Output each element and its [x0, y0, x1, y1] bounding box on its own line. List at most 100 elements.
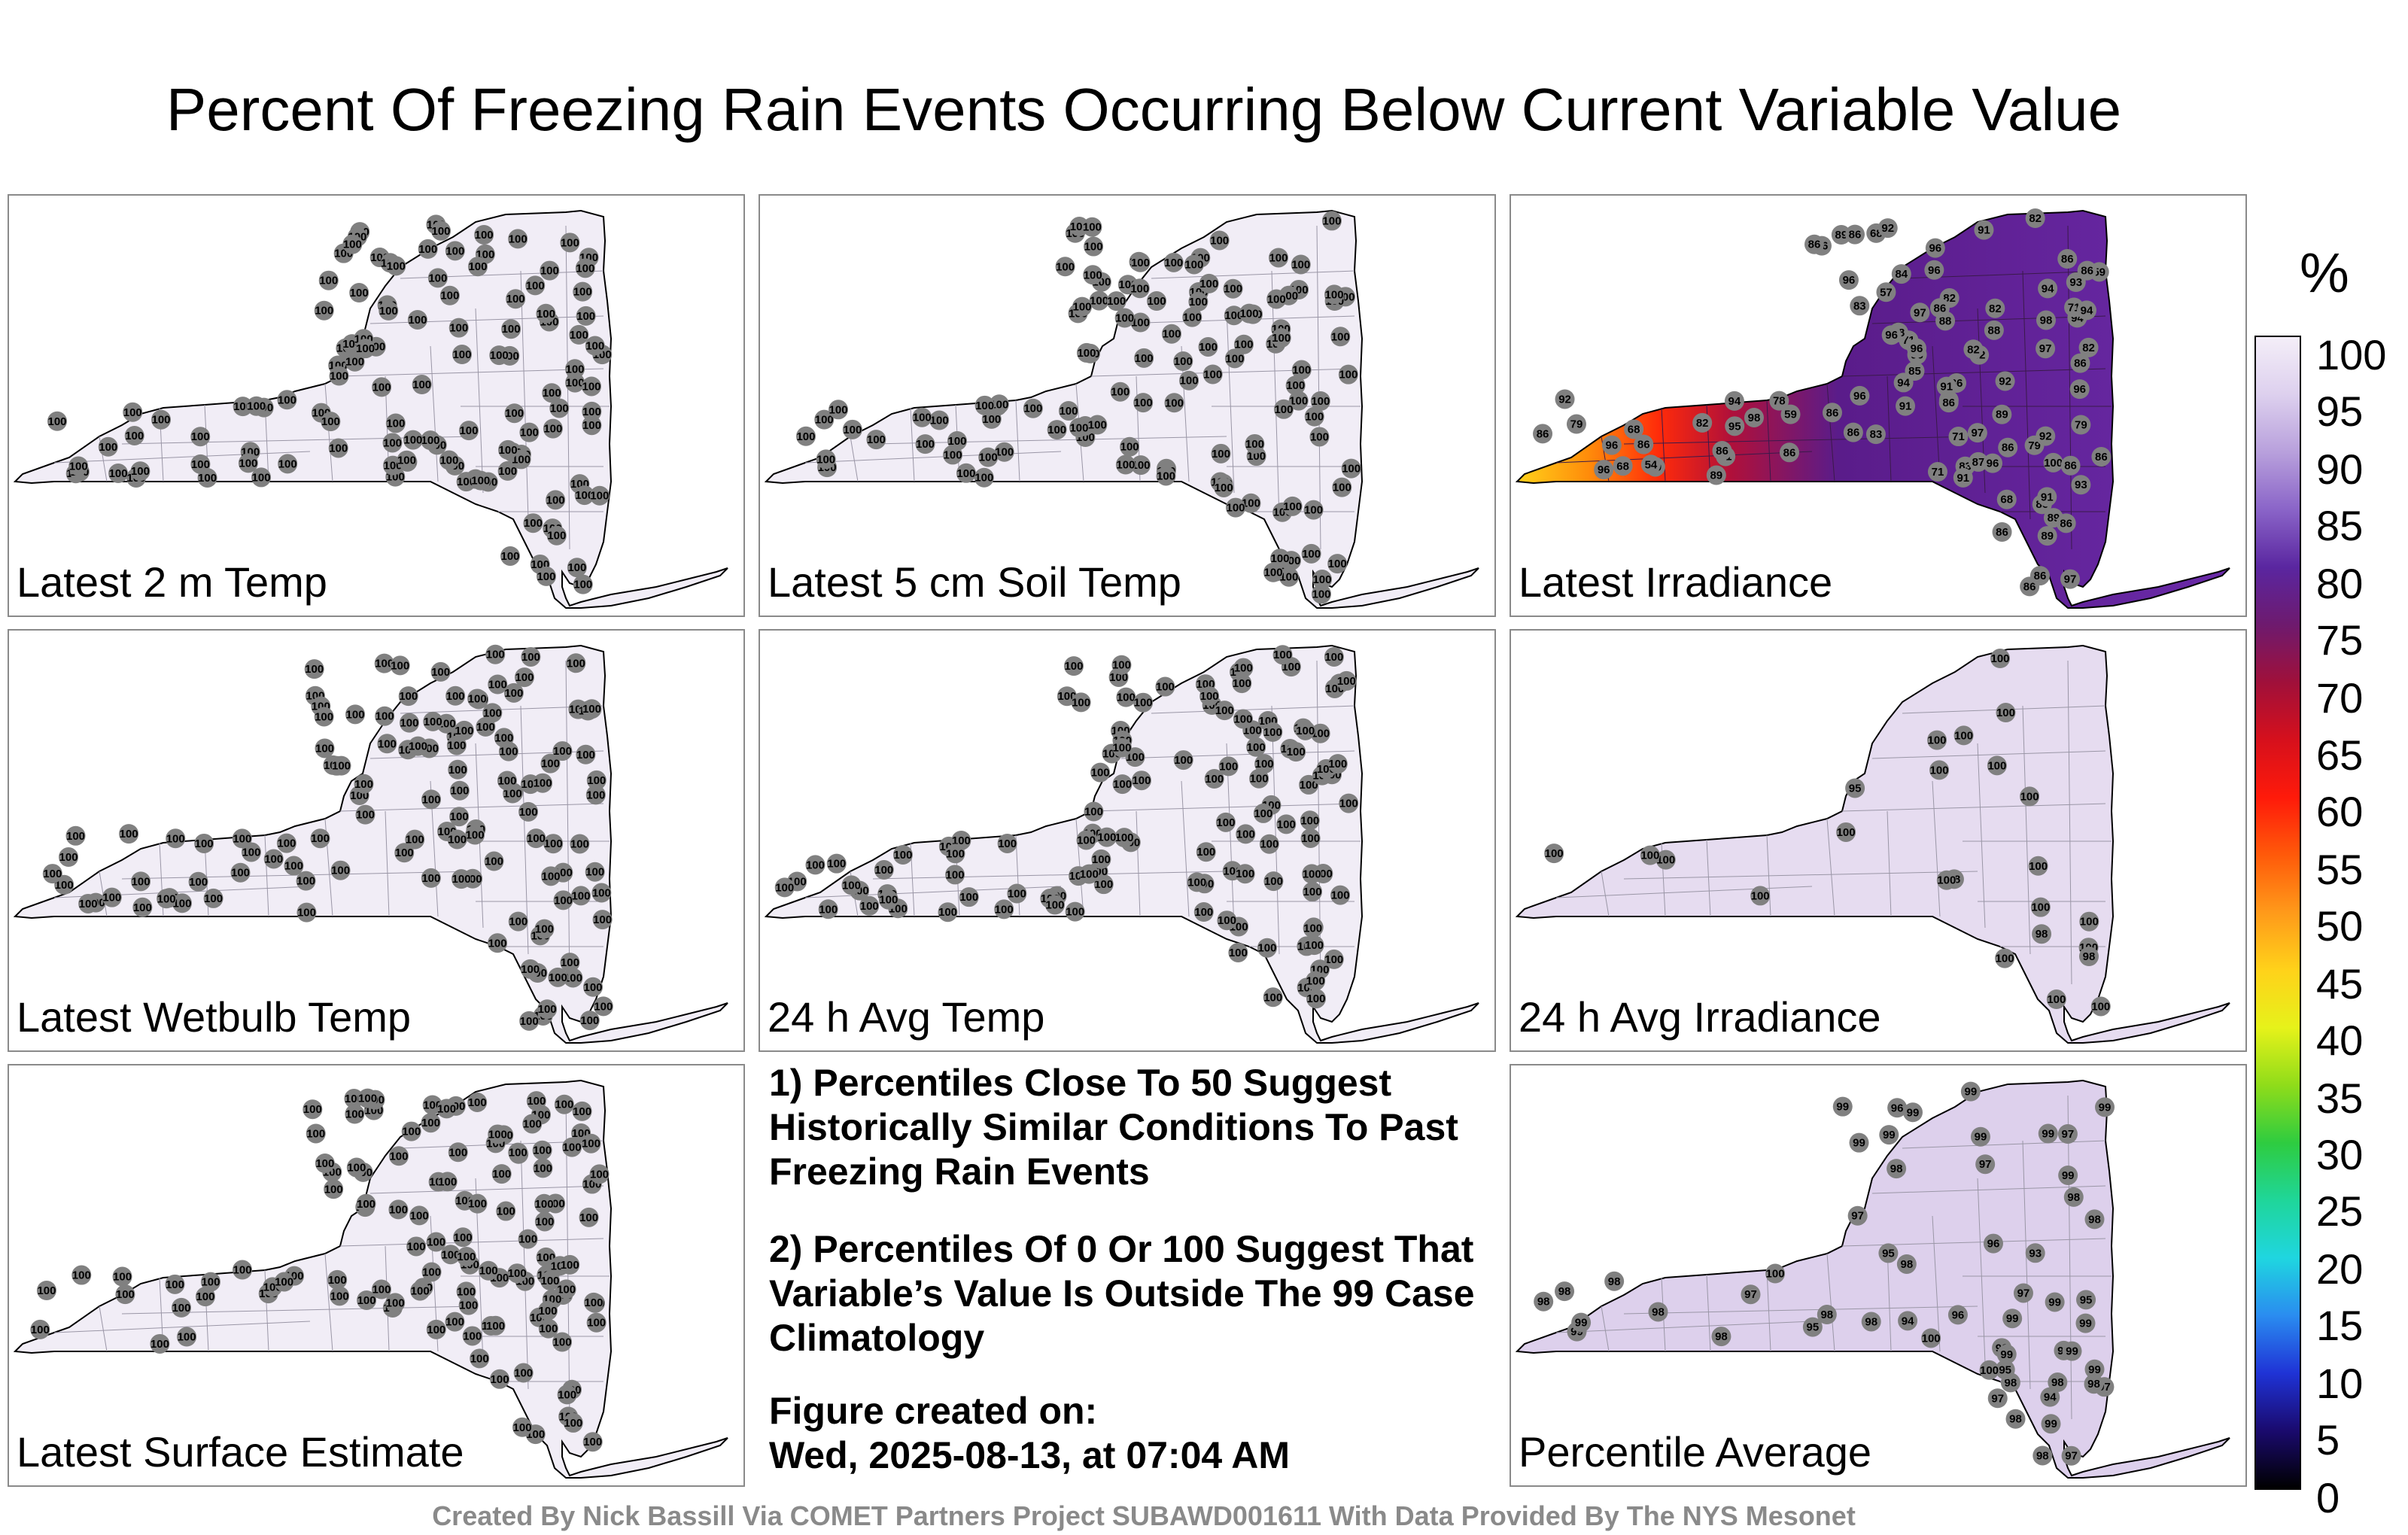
station-value: 82	[2029, 212, 2042, 225]
station-value: 100	[576, 262, 594, 275]
station-marker: 100	[1233, 709, 1253, 729]
station-marker: 100	[328, 438, 348, 458]
station-value: 100	[306, 1127, 325, 1140]
station-value: 100	[1131, 317, 1150, 330]
station-value: 100	[561, 956, 579, 969]
station-marker: 100	[878, 889, 898, 910]
station-marker: 100	[157, 889, 177, 909]
station-marker: 100	[1114, 308, 1135, 328]
station-value: 98	[1865, 1315, 1877, 1328]
county-line	[804, 451, 1062, 464]
station-marker: 100	[1076, 342, 1096, 363]
station-value: 99	[2006, 1312, 2019, 1325]
figure-created-date: Wed, 2025-08-13, at 07:04 AM	[769, 1434, 1290, 1476]
station-value: 98	[1608, 1275, 1621, 1288]
county-line	[53, 451, 311, 464]
station-marker: 100	[453, 1227, 473, 1248]
station-value: 100	[1339, 798, 1358, 810]
station-marker: 100	[956, 463, 976, 483]
station-value: 97	[2062, 1128, 2075, 1141]
station-marker: 100	[418, 239, 438, 259]
station-marker: 99	[2075, 1313, 2096, 1333]
station-marker: 100	[47, 411, 68, 431]
station-marker: 100	[565, 359, 585, 379]
station-value: 100	[573, 1105, 591, 1118]
county-line	[2067, 1095, 2072, 1420]
station-marker: 100	[1327, 754, 1348, 774]
station-value: 100	[534, 1162, 552, 1175]
station-value: 99	[2099, 1101, 2112, 1114]
station-value: 100	[1766, 1268, 1785, 1281]
station-marker: 98	[2084, 1374, 2104, 1394]
station-value: 100	[1112, 742, 1131, 755]
station-marker: 100	[1164, 393, 1184, 413]
station-marker: 100	[541, 866, 561, 886]
county-line	[520, 1140, 529, 1390]
station-value: 100	[1225, 352, 1244, 365]
station-value: 93	[2029, 1247, 2042, 1260]
station-value: 88	[1939, 315, 1952, 327]
station-value: 100	[815, 414, 834, 427]
station-marker: 100	[375, 706, 395, 726]
station-marker: 100	[426, 1232, 446, 1252]
station-value: 89	[1710, 470, 1722, 482]
station-value: 100	[829, 403, 848, 416]
station-value: 100	[475, 229, 494, 242]
station-value: 96	[1952, 1309, 1965, 1321]
station-value: 100	[513, 1421, 532, 1434]
station-value: 100	[583, 1436, 602, 1448]
station-value: 100	[1337, 675, 1356, 688]
station-marker: 100	[543, 418, 563, 439]
station-value: 86	[2074, 357, 2087, 370]
station-marker: 100	[814, 409, 835, 430]
station-value: 98	[2088, 1213, 2101, 1226]
station-marker: 96	[1594, 460, 1614, 480]
station-marker: 100	[1987, 755, 2007, 776]
station-marker: 98	[1604, 1271, 1625, 1291]
station-value: 100	[486, 649, 505, 661]
station-marker: 100	[1079, 864, 1099, 884]
station-value: 100	[157, 892, 176, 905]
station-marker: 100	[385, 1293, 406, 1313]
station-marker: 94	[1724, 391, 1744, 411]
station-marker: 96	[1906, 338, 1926, 358]
station-value: 98	[1715, 1330, 1728, 1343]
station-marker: 100	[572, 1101, 592, 1121]
station-value: 100	[1199, 278, 1218, 290]
ny-map: 100 100 100 100 100 100 100 100 100 100 100 100 100 1…	[764, 644, 1479, 1044]
station-value: 100	[410, 1209, 429, 1222]
station-marker: 100	[346, 1157, 366, 1178]
station-value: 100	[448, 1146, 467, 1159]
station-value: 100	[557, 1283, 576, 1296]
station-value: 100	[539, 1323, 558, 1336]
station-marker: 95	[1845, 778, 1865, 798]
station-value: 100	[504, 687, 523, 700]
station-marker: 98	[2063, 1187, 2084, 1207]
station-value: 100	[1303, 868, 1321, 880]
station-marker: 91	[1896, 396, 1916, 416]
station-value: 100	[296, 875, 315, 888]
station-value: 100	[446, 690, 465, 703]
station-value: 100	[1117, 692, 1136, 704]
station-marker: 100	[1110, 381, 1130, 402]
station-marker: 100	[994, 442, 1014, 462]
station-marker: 87	[1968, 451, 1988, 472]
station-value: 100	[488, 1128, 507, 1141]
station-marker: 71	[1927, 462, 1947, 482]
station-value: 100	[69, 460, 88, 473]
station-marker: 100	[71, 1265, 92, 1285]
station-value: 97	[1851, 1210, 1864, 1223]
station-marker: 100	[498, 439, 518, 460]
county-line	[1887, 1245, 1892, 1352]
station-value: 100	[514, 1367, 533, 1380]
station-marker: 100	[1273, 399, 1294, 419]
station-marker: 100	[795, 426, 816, 446]
station-marker: 100	[296, 871, 316, 891]
county-line	[520, 705, 529, 955]
station-value: 100	[321, 415, 340, 428]
station-value: 86	[1537, 427, 1549, 440]
station-value: 100	[564, 1417, 582, 1430]
panel-label: Latest Wetbulb Temp	[17, 993, 412, 1041]
station-marker: 100	[467, 1193, 488, 1214]
station-marker: 97	[1741, 1284, 1761, 1305]
